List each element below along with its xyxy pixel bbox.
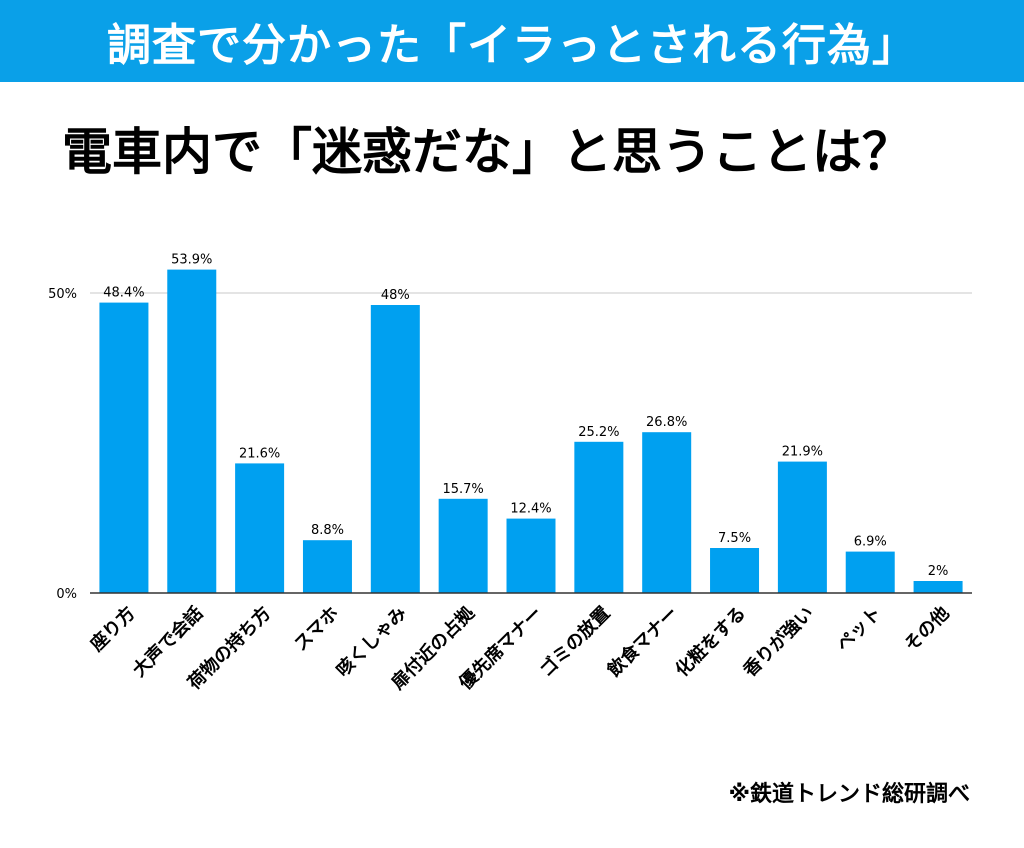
x-tick-label: スマホ: [290, 603, 343, 656]
data-label: 6.9%: [854, 535, 887, 550]
data-label: 53.9%: [171, 253, 212, 268]
source-note: ※鉄道トレンド総研調べ: [728, 782, 970, 807]
data-label: 48.4%: [103, 286, 144, 301]
banner-title: 調査で分かった「イラっとされる行為」: [107, 20, 917, 71]
x-tick-label: ゴミの放置: [535, 602, 614, 681]
x-tick-label: ペット: [833, 603, 886, 656]
bar: [777, 461, 827, 593]
data-label: 7.5%: [718, 531, 751, 546]
bar: [302, 540, 352, 593]
data-label: 8.8%: [311, 523, 344, 538]
bar: [574, 441, 624, 593]
data-label: 26.8%: [646, 415, 687, 430]
bar: [438, 498, 488, 593]
bar: [845, 551, 895, 593]
data-label: 15.7%: [442, 482, 483, 497]
data-label: 21.9%: [782, 445, 823, 460]
bar: [642, 432, 692, 593]
data-label: 12.4%: [510, 502, 551, 517]
bar: [99, 302, 149, 593]
bar: [370, 305, 420, 593]
y-tick-label: 0%: [56, 587, 77, 602]
bar: [167, 269, 217, 593]
data-label: 21.6%: [239, 446, 280, 461]
bar: [235, 463, 285, 593]
bar: [913, 581, 963, 593]
chart-title: 電車内で「迷惑だな」と思うことは？: [62, 123, 912, 181]
data-label: 2%: [928, 564, 949, 579]
data-label: 25.2%: [578, 425, 619, 440]
x-tick-label: その他: [900, 602, 954, 656]
header-banner: 調査で分かった「イラっとされる行為」: [0, 0, 1024, 82]
x-tick-label: 飲食マナー: [602, 602, 682, 682]
y-tick-label: 50%: [48, 287, 77, 302]
x-tick-label: 座り方: [86, 602, 140, 656]
x-tick-label: 化粧をする: [671, 602, 750, 681]
bar: [710, 548, 760, 593]
bar: [506, 518, 556, 593]
data-label: 48%: [381, 288, 410, 303]
x-tick-label: 香りが強い: [738, 602, 818, 682]
